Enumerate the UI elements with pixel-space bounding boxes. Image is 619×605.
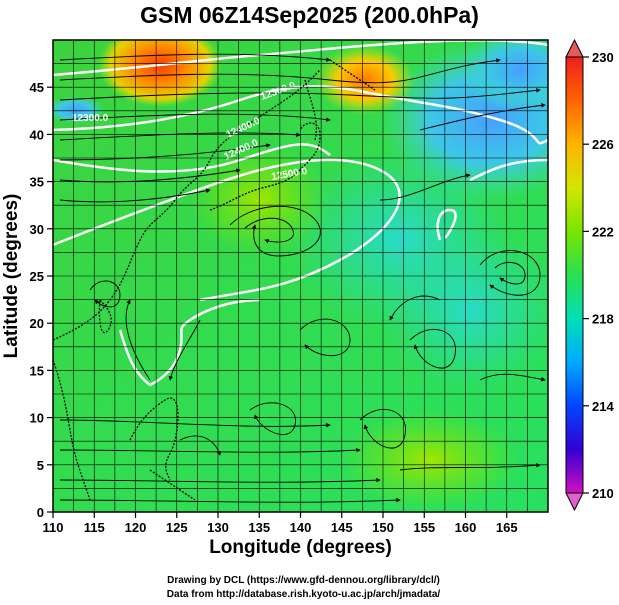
x-tick-label: 160 (455, 520, 477, 535)
x-axis-label: Longitude (degrees) (209, 537, 392, 558)
x-tick-label: 120 (125, 520, 147, 535)
x-tick-label: 140 (290, 520, 312, 535)
y-axis-ticks: 0 5 10 15 20 25 30 35 40 45 (30, 80, 53, 520)
y-tick-label: 35 (30, 175, 44, 190)
colorbar-tick-label: 210 (592, 486, 614, 501)
y-tick-label: 25 (30, 269, 44, 284)
credit-dcl: Drawing by DCL (https://www.gfd-dennou.o… (167, 575, 440, 586)
colorbar-tick-label: 218 (592, 312, 614, 327)
y-tick-label: 5 (37, 458, 44, 473)
colorbar-tick-label: 222 (592, 224, 614, 239)
colorbar-gradient (565, 56, 584, 494)
colorbar-tick-label: 214 (592, 399, 614, 414)
y-tick-label: 10 (30, 411, 44, 426)
x-tick-label: 130 (207, 520, 229, 535)
chart-title: GSM 06Z14Sep2025 (200.0hPa) (140, 2, 479, 28)
colorbar-min-arrow (565, 492, 584, 512)
x-tick-label: 145 (331, 520, 353, 535)
colorbar-tick-label: 226 (592, 137, 614, 152)
y-tick-label: 20 (30, 316, 44, 331)
x-tick-label: 125 (166, 520, 188, 535)
credit-data-source: Data from http://database.rish.kyoto-u.a… (166, 589, 441, 600)
x-tick-label: 110 (43, 520, 64, 535)
grid-lines (53, 40, 548, 512)
colorbar: 230 226 222 218 214 210 (565, 38, 614, 512)
x-tick-label: 165 (496, 520, 518, 535)
x-axis-ticks: 110 115 120 125 130 135 140 145 150 155 160 165 (43, 512, 518, 535)
y-tick-label: 0 (37, 505, 44, 520)
y-tick-label: 30 (30, 222, 44, 237)
contour-label: 12300.0 (72, 113, 109, 124)
colorbar-max-arrow (565, 38, 584, 58)
x-tick-label: 135 (248, 520, 270, 535)
temperature-field: 12300.0 12300.0 12400.0 12400.0 12500.0 (53, 40, 548, 512)
x-tick-label: 115 (84, 520, 105, 535)
colorbar-tick-label: 230 (592, 50, 614, 65)
x-tick-label: 150 (372, 520, 394, 535)
y-tick-label: 45 (30, 80, 44, 95)
x-tick-label: 155 (413, 520, 435, 535)
y-tick-label: 15 (30, 363, 44, 378)
y-tick-label: 40 (30, 127, 44, 142)
